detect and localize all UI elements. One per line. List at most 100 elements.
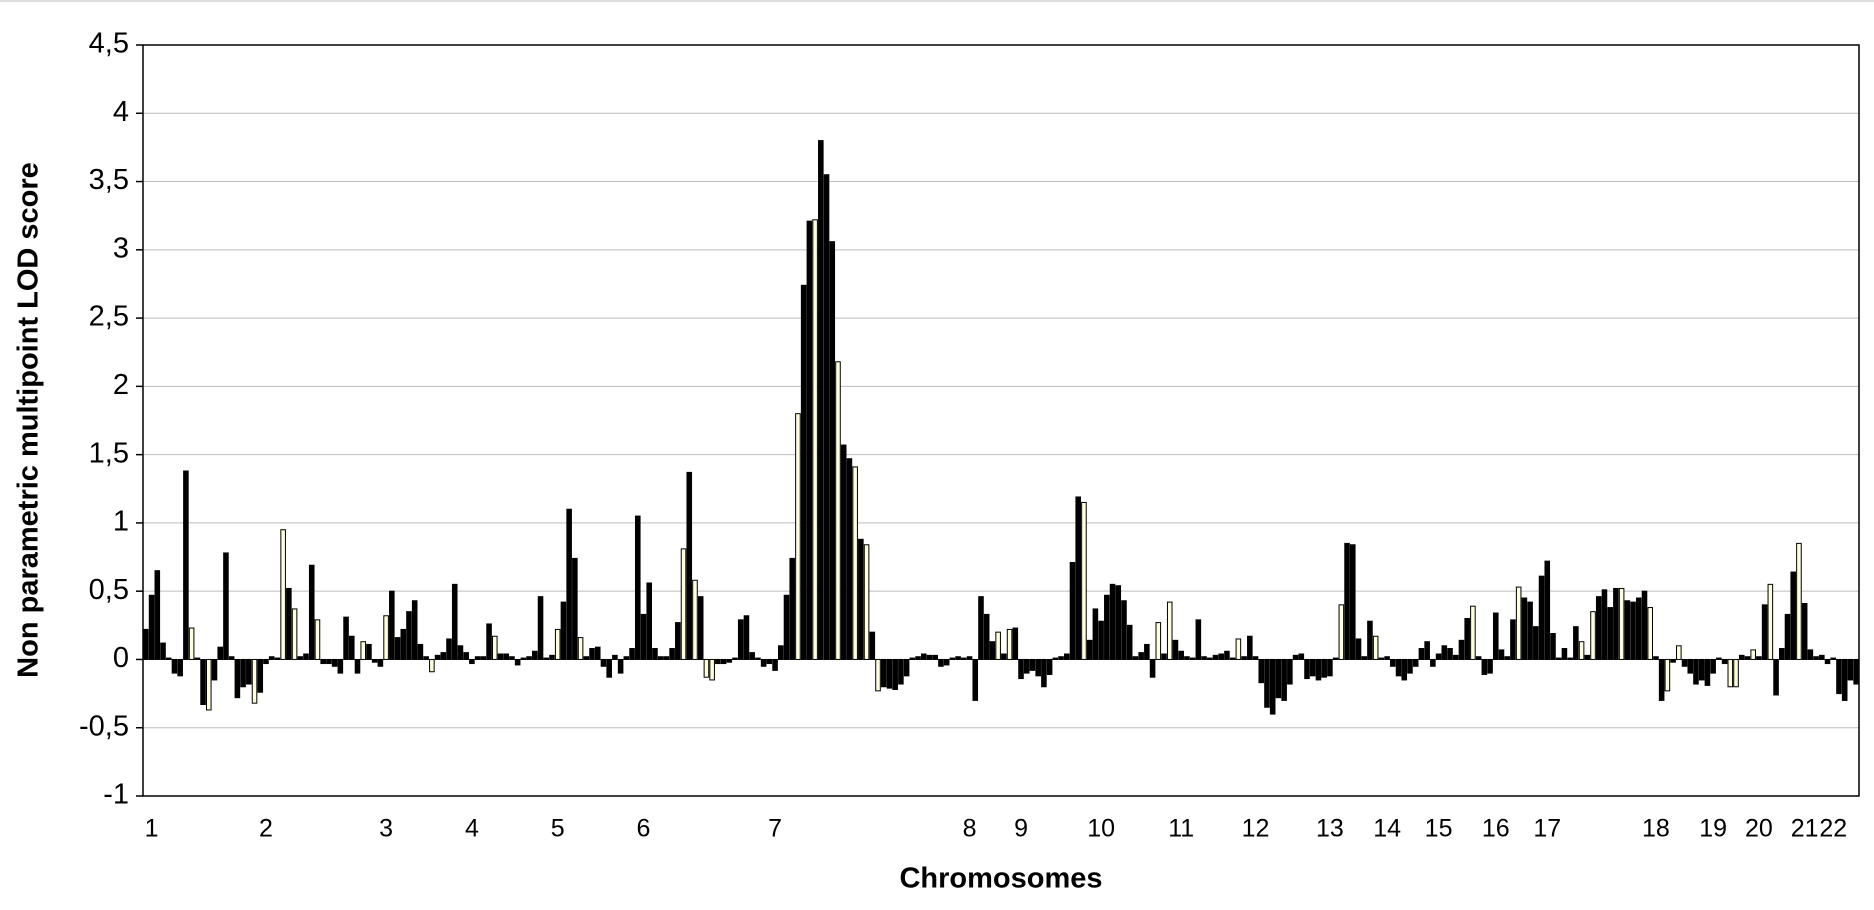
bar [840,444,847,660]
bar [1830,657,1837,660]
bar [560,601,567,660]
x-tick-label: 13 [1316,815,1344,843]
x-tick-label: 15 [1425,815,1453,843]
bar [1132,656,1139,660]
x-tick-label: 16 [1482,815,1510,843]
bar [491,635,498,660]
bar [880,658,887,688]
bar [812,219,818,660]
bar [1321,658,1327,678]
bar [1338,604,1345,660]
bar [1801,602,1808,660]
bar [1046,658,1053,675]
bar [354,658,361,674]
x-tick-label: 19 [1699,815,1727,843]
y-tick-label: -1 [103,779,129,811]
bar [961,657,967,660]
bar [143,628,149,660]
bar [160,642,166,660]
bar [240,658,246,688]
x-tick-label: 4 [465,815,479,843]
bar [1550,633,1556,660]
bar [572,557,578,660]
bar [314,619,321,660]
x-tick-label: 22 [1819,815,1847,843]
bar [1126,624,1133,660]
bar [1258,658,1265,684]
bar [1698,658,1705,681]
bar [1344,542,1350,660]
bar [1492,612,1499,660]
bar [1035,658,1041,677]
bar [1332,657,1339,660]
bar [686,471,693,660]
bar [715,658,721,665]
bar [291,608,298,660]
bar [1264,658,1270,708]
bar [154,570,161,660]
bar [909,657,916,660]
plot-frame [142,44,1860,797]
bar [652,648,658,660]
bar [183,470,189,660]
bar [737,619,744,660]
bar [1641,590,1648,660]
bar [474,656,481,660]
bar [1149,658,1156,678]
bar [732,657,738,660]
bar [743,615,750,660]
bar [1504,656,1511,660]
x-tick-label: 6 [637,815,651,843]
bar [200,658,206,706]
bar [657,656,664,660]
bar [1086,639,1093,660]
bar [1269,658,1276,715]
bar [371,658,378,663]
bar [772,658,778,671]
bar [389,590,395,660]
bar [663,656,670,660]
bar [846,458,853,660]
bar [875,658,881,692]
bar [915,656,921,660]
bar [1235,638,1242,660]
bar [1361,656,1368,660]
bar [1635,597,1642,660]
bar [1063,653,1070,660]
bar [423,656,429,660]
bar [680,548,687,660]
bar [640,613,647,660]
bar [1538,575,1545,660]
bar [554,628,561,660]
bar [566,508,572,660]
bar [377,658,384,667]
bar [600,658,607,667]
bar [1109,583,1116,660]
bar [1247,635,1253,660]
bar [223,552,229,660]
bar [1178,650,1184,660]
bar [520,657,527,660]
bar [629,648,635,660]
bar [1510,619,1516,660]
x-tick-label: 14 [1373,815,1401,843]
bar [1441,645,1448,660]
bar [320,658,326,665]
bar [892,658,898,690]
bar [806,220,813,660]
bar [623,656,630,660]
bar [1327,658,1333,677]
bar [257,658,264,693]
bar [1281,658,1287,701]
bar [537,596,544,660]
bar [1407,658,1413,674]
bar [205,658,212,711]
bar [1573,626,1579,660]
x-tick-label: 20 [1745,815,1773,843]
bar [1727,658,1734,688]
bar [1773,658,1779,696]
y-tick-label: 1 [113,506,129,538]
bar [1447,648,1453,660]
bar [211,658,218,681]
bar [1189,657,1196,660]
